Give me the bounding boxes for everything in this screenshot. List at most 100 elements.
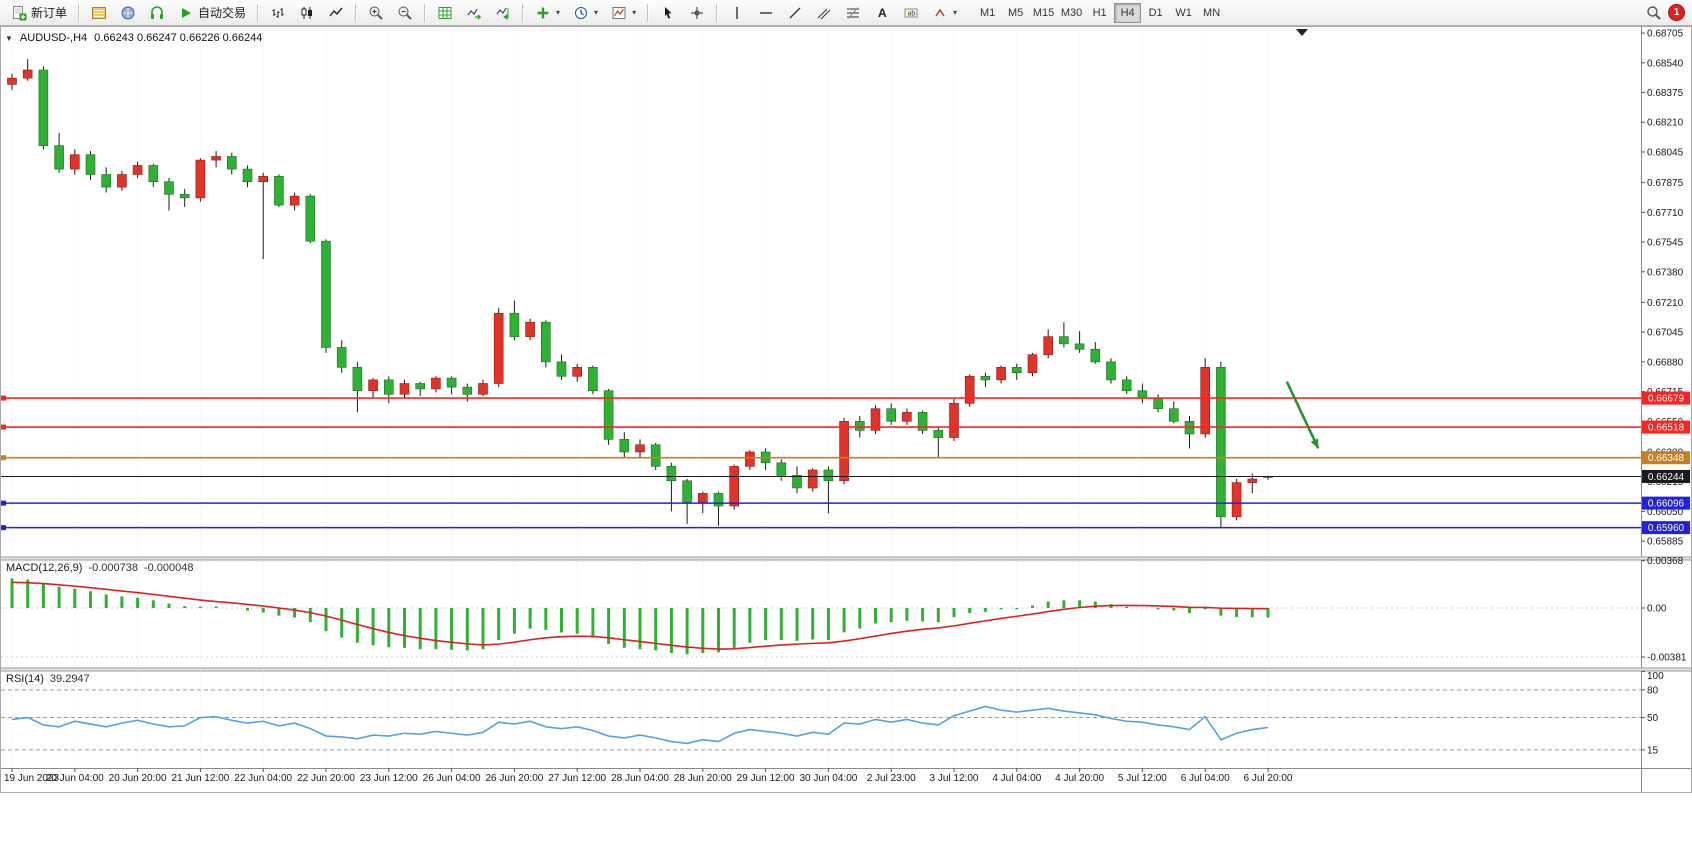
price-badge-support: 0.66096 [1642,496,1690,510]
vertical-line-icon [729,5,745,21]
timeframe-m15[interactable]: M15 [1030,3,1057,23]
crosshair-button[interactable] [683,2,711,24]
horizontal-line-button[interactable] [752,2,780,24]
notification-badge[interactable]: 1 [1668,4,1685,21]
candle-up [431,377,441,390]
bar-chart-icon [270,5,286,21]
candle-down [1106,361,1116,381]
candle-up [368,379,378,392]
periods-button[interactable]: ▾ [567,2,604,24]
timeframe-m1[interactable]: M1 [974,3,1001,23]
equidistant-channel-icon [816,5,832,21]
candle-up [70,154,80,170]
symbol-period-label: AUDUSD-,H4 [19,32,88,44]
candle-down [1216,366,1226,518]
candle-up [211,156,221,161]
chart-header: ▼ AUDUSD-,H4 0.66243 0.66247 0.66226 0.6… [5,32,262,44]
candle-down [352,366,363,392]
timeframe-d1[interactable]: D1 [1142,3,1169,23]
search-icon[interactable] [1646,5,1662,21]
text-label-button[interactable]: ab [897,2,925,24]
svg-text:100: 100 [1647,671,1664,682]
svg-text:27 Jun 12:00: 27 Jun 12:00 [548,773,606,784]
candle-up [964,375,975,404]
zoom-in-button[interactable] [362,2,390,24]
candle-down [540,321,551,363]
timeframe-h4[interactable]: H4 [1114,2,1142,23]
vertical-line-button[interactable] [723,2,751,24]
svg-text:0.67210: 0.67210 [1647,298,1684,309]
timeframe-h1[interactable]: H1 [1086,3,1113,23]
candle-up [1200,366,1210,435]
trendline-icon [787,5,803,21]
auto-scroll-button[interactable] [460,2,488,24]
grid-button[interactable] [431,2,459,24]
candle-down [792,475,802,489]
candle-up [7,77,17,85]
autotrading-label: 自动交易 [198,6,247,20]
svg-text:4 Jul 20:00: 4 Jul 20:00 [1055,773,1104,784]
navigator-button[interactable] [114,2,142,24]
navigator-icon [120,5,136,21]
rsi-name: RSI(14) [6,673,44,685]
timeframe-w1[interactable]: W1 [1170,3,1197,23]
timeframe-m30[interactable]: M30 [1058,3,1085,23]
indicators-button[interactable]: ▾ [529,2,566,24]
candle-down [305,195,316,242]
svg-text:6 Jul 20:00: 6 Jul 20:00 [1244,773,1293,784]
horizontal-line-icon [758,5,774,21]
candle-down [1059,336,1069,345]
timeframe-group: M1 M5 M15 M30 H1 H4 D1 W1 MN [974,2,1225,23]
trendline-button[interactable] [781,2,809,24]
hline-layer[interactable] [1,395,1641,531]
arrows-button[interactable]: ▾ [926,2,963,24]
fibonacci-icon [845,5,861,21]
equidistant-channel-button[interactable] [810,2,838,24]
svg-text:0.00: 0.00 [1647,604,1667,615]
candle-down [823,469,834,482]
svg-text:ab: ab [908,10,916,17]
chart-shift-button[interactable] [489,2,517,24]
candlestick-chart-button[interactable] [293,2,321,24]
chevron-down-icon: ▾ [594,8,599,17]
cursor-button[interactable] [654,2,682,24]
candle-down [321,240,331,348]
candle-down [933,430,944,438]
text-button[interactable]: A [868,2,896,24]
candle-up [870,408,881,431]
zoom-out-button[interactable] [391,2,419,24]
candle-down [85,154,96,175]
timeframe-m5[interactable]: M5 [1002,3,1029,23]
svg-text:26 Jun 04:00: 26 Jun 04:00 [423,773,481,784]
market-watch-button[interactable] [85,2,113,24]
svg-text:0.65960: 0.65960 [1648,523,1685,534]
toolbar: 新订单 自动交易 [0,0,1692,26]
fibonacci-button[interactable] [839,2,867,24]
oneclick-collapse-icon[interactable]: ▼ [5,33,13,43]
autotrading-play-icon [178,5,194,21]
candle-down [148,165,159,183]
svg-text:28 Jun 20:00: 28 Jun 20:00 [674,773,732,784]
clock-icon [573,5,589,21]
candle-down [603,390,614,440]
candle-up [729,466,740,507]
candle-down [854,421,865,431]
new-order-button[interactable]: 新订单 [5,2,73,24]
chart-shift-marker[interactable] [1296,29,1308,36]
terminal-button[interactable] [143,2,171,24]
templates-button[interactable]: ▾ [605,2,642,24]
chart-frame [0,26,1692,793]
arrow-annotation[interactable] [1285,381,1320,449]
bar-chart-button[interactable] [264,2,292,24]
toolbar-separator [647,3,650,22]
rsi-pane: 100 80 50 15 [1,670,1664,756]
autotrading-button[interactable]: 自动交易 [172,2,252,24]
line-chart-button[interactable] [322,2,350,24]
svg-text:0.68210: 0.68210 [1647,118,1684,129]
timeframe-mn[interactable]: MN [1198,3,1225,23]
candle-up [902,412,912,422]
price-badge-resistance: 0.66518 [1642,420,1690,434]
line-anchor-handle [1,455,6,461]
